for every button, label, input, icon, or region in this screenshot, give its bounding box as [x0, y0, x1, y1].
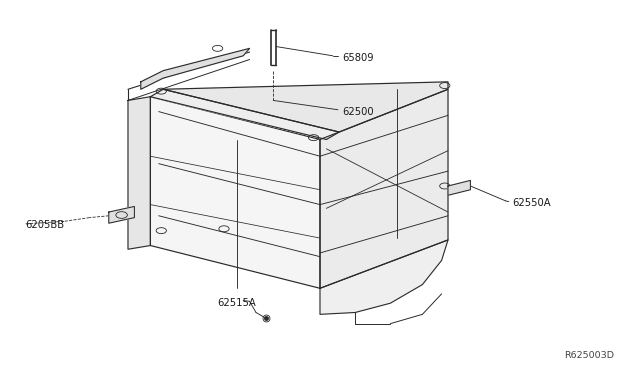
Text: 62550A: 62550A — [512, 198, 550, 208]
Text: R625003D: R625003D — [564, 351, 614, 360]
Text: 62500: 62500 — [342, 107, 374, 116]
Polygon shape — [448, 180, 470, 195]
Polygon shape — [141, 48, 250, 89]
Text: 65809: 65809 — [342, 53, 374, 62]
Polygon shape — [128, 97, 150, 249]
Polygon shape — [163, 82, 448, 132]
Text: 62515A: 62515A — [218, 298, 257, 308]
Polygon shape — [109, 206, 134, 223]
Polygon shape — [320, 240, 448, 314]
Polygon shape — [150, 89, 339, 140]
Polygon shape — [150, 97, 320, 288]
Polygon shape — [320, 89, 448, 288]
Text: 6205BB: 6205BB — [26, 220, 65, 230]
